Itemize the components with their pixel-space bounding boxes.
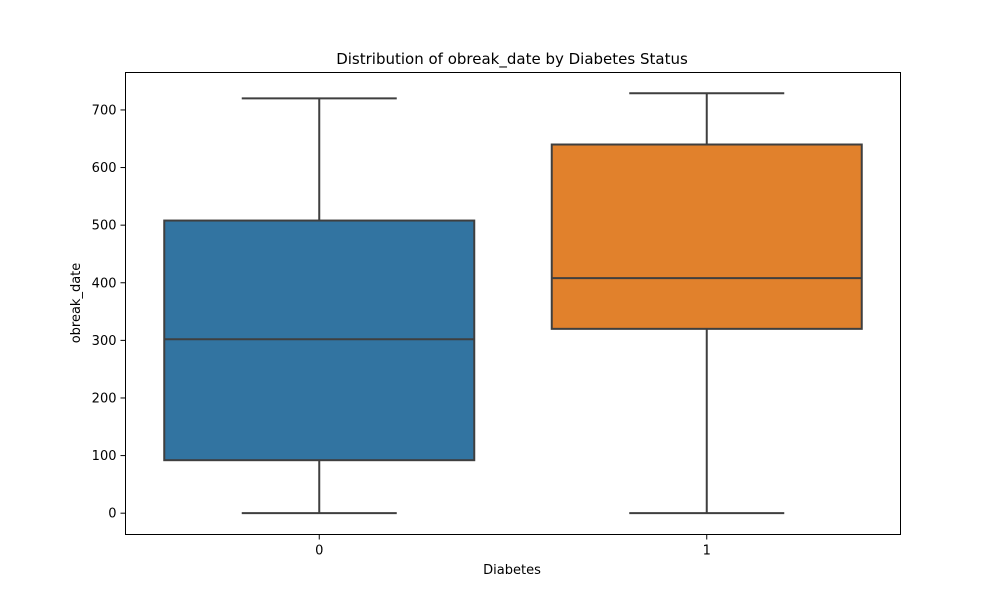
plot-frame <box>125 72 901 535</box>
y-axis-label: obreak_date <box>69 263 84 344</box>
y-tick-label: 0 <box>108 507 116 522</box>
x-axis-label: Diabetes <box>483 563 541 578</box>
y-tick-label: 200 <box>92 391 117 406</box>
box-group-0 <box>163 97 476 515</box>
x-tick-label: 0 <box>315 544 323 559</box>
y-tick-label: 300 <box>92 334 117 349</box>
y-tick-label: 500 <box>92 219 117 234</box>
box-iqr <box>163 219 476 462</box>
box-group-1 <box>550 92 863 515</box>
y-axis: 0 100 200 300 400 500 600 700 <box>92 103 126 522</box>
y-tick-label: 700 <box>92 103 117 118</box>
plot-area <box>163 92 863 515</box>
x-tick-label: 1 <box>703 544 711 559</box>
box-iqr <box>550 143 863 330</box>
chart-title: Distribution of obreak_date by Diabetes … <box>336 50 688 69</box>
y-tick-label: 400 <box>92 276 117 291</box>
y-tick-label: 600 <box>92 161 117 176</box>
y-tick-label: 100 <box>92 449 117 464</box>
